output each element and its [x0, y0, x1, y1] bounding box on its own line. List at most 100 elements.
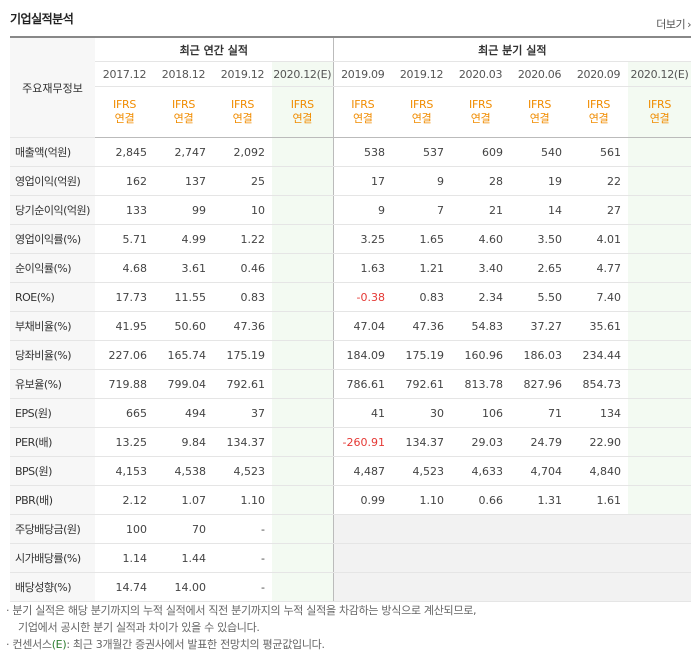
- cell-quarter: [628, 427, 692, 457]
- cell-quarter: 792.61: [392, 369, 452, 399]
- cell-quarter: 24.79: [510, 427, 570, 457]
- cell-annual: 1.07: [154, 485, 213, 515]
- cell-annual: 100: [95, 514, 154, 544]
- cell-quarter: [628, 282, 692, 312]
- cell-annual: [272, 340, 334, 370]
- more-link[interactable]: 더보기 ›: [656, 16, 691, 32]
- cell-quarter: 609: [451, 137, 511, 167]
- cell-quarter: 813.78: [451, 369, 511, 399]
- cell-empty: [451, 572, 511, 602]
- cell-quarter: 4,487: [333, 456, 393, 486]
- cell-quarter: 19: [510, 166, 570, 196]
- cell-quarter: 1.63: [333, 253, 393, 283]
- ifrs-label-annual-3: IFRS 연결: [272, 86, 334, 138]
- header-annual: 최근 연간 실적: [95, 36, 334, 62]
- cell-annual: 4,538: [154, 456, 213, 486]
- row-label: 시가배당률(%): [10, 543, 95, 573]
- ifrs-label-annual-0: IFRS 연결: [95, 86, 154, 138]
- cell-annual: 9.84: [154, 427, 213, 457]
- cell-quarter: 28: [451, 166, 511, 196]
- cell-quarter: 4,840: [569, 456, 629, 486]
- cell-empty: [451, 543, 511, 573]
- cell-quarter: 827.96: [510, 369, 570, 399]
- cell-annual: 1.14: [95, 543, 154, 573]
- cell-annual: [272, 543, 334, 573]
- row-label: PBR(배): [10, 485, 95, 515]
- cell-annual: 137: [154, 166, 213, 196]
- cell-empty: [333, 572, 393, 602]
- cell-annual: 175.19: [213, 340, 272, 370]
- cell-empty: [569, 572, 629, 602]
- cell-empty: [333, 514, 393, 544]
- cell-annual: [272, 282, 334, 312]
- cell-annual: [272, 166, 334, 196]
- cell-empty: [628, 514, 692, 544]
- cell-quarter: [628, 166, 692, 196]
- cell-quarter: 7: [392, 195, 452, 225]
- cell-annual: 47.36: [213, 311, 272, 341]
- cell-annual: 4,523: [213, 456, 272, 486]
- table-row: EPS(원) 665 494 37 41 30 106 71 134: [10, 398, 692, 428]
- ifrs-bottom: 연결: [292, 112, 313, 125]
- cell-annual: [272, 311, 334, 341]
- cell-annual: 2,092: [213, 137, 272, 167]
- cell-annual: -: [213, 572, 272, 602]
- cell-quarter: 106: [451, 398, 511, 428]
- cell-annual: -: [213, 543, 272, 573]
- cell-annual: 70: [154, 514, 213, 544]
- row-label: ROE(%): [10, 282, 95, 312]
- cell-quarter: 9: [333, 195, 393, 225]
- cell-quarter: 4,633: [451, 456, 511, 486]
- cell-quarter: 37.27: [510, 311, 570, 341]
- cell-annual: 665: [95, 398, 154, 428]
- ifrs-top: IFRS: [587, 98, 611, 111]
- ifrs-bottom: 연결: [232, 112, 253, 125]
- cell-quarter: 5.50: [510, 282, 570, 312]
- cell-annual: [272, 224, 334, 254]
- cell-quarter: [628, 311, 692, 341]
- cell-quarter: -260.91: [333, 427, 393, 457]
- cell-quarter: 786.61: [333, 369, 393, 399]
- ifrs-label-annual-1: IFRS 연결: [154, 86, 213, 138]
- cell-annual: 5.71: [95, 224, 154, 254]
- cell-annual: 0.83: [213, 282, 272, 312]
- row-label: 주당배당금(원): [10, 514, 95, 544]
- ifrs-label-quarter-3: IFRS 연결: [510, 86, 570, 138]
- period-quarter-5: 2020.12(E): [628, 61, 692, 87]
- ifrs-top: IFRS: [648, 98, 672, 111]
- period-annual-2: 2019.12: [213, 61, 272, 87]
- cell-quarter: 22.90: [569, 427, 629, 457]
- table-row: PER(배) 13.25 9.84 134.37 -260.91 134.37 29.03 2…: [10, 427, 692, 457]
- cell-quarter: [628, 195, 692, 225]
- cell-empty: [392, 514, 452, 544]
- cell-annual: 4,153: [95, 456, 154, 486]
- cell-annual: [272, 456, 334, 486]
- cell-quarter: [628, 398, 692, 428]
- cell-quarter: 0.66: [451, 485, 511, 515]
- note-line-3-prefix: · 컨센서스: [6, 638, 52, 651]
- period-annual-0: 2017.12: [95, 61, 154, 87]
- cell-annual: [272, 195, 334, 225]
- ifrs-top: IFRS: [290, 98, 314, 111]
- cell-annual: [272, 427, 334, 457]
- ifrs-bottom: 연결: [411, 112, 432, 125]
- cell-annual: 494: [154, 398, 213, 428]
- row-label: 순이익률(%): [10, 253, 95, 283]
- cell-quarter: [628, 137, 692, 167]
- cell-quarter: [628, 224, 692, 254]
- cell-annual: 17.73: [95, 282, 154, 312]
- cell-quarter: 71: [510, 398, 570, 428]
- cell-annual: 1.10: [213, 485, 272, 515]
- table-row: 부채비율(%) 41.95 50.60 47.36 47.04 47.36 54.83 37.…: [10, 311, 692, 341]
- ifrs-label-quarter-0: IFRS 연결: [333, 86, 393, 138]
- cell-quarter: 4.01: [569, 224, 629, 254]
- cell-annual: 25: [213, 166, 272, 196]
- cell-quarter: 3.25: [333, 224, 393, 254]
- cell-empty: [333, 543, 393, 573]
- table-row: 당기순이익(억원) 133 99 10 9 7 21 14 27: [10, 195, 692, 225]
- cell-annual: -: [213, 514, 272, 544]
- ifrs-bottom: 연결: [529, 112, 550, 125]
- ifrs-bottom: 연결: [114, 112, 135, 125]
- cell-quarter: 538: [333, 137, 393, 167]
- ifrs-top: IFRS: [172, 98, 195, 111]
